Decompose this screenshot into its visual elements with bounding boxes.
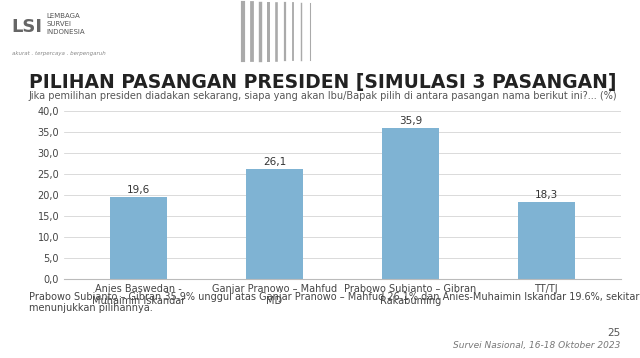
Bar [382,128,439,279]
Text: PILIHAN PASANGAN PRESIDEN [SIMULASI 3 PASANGAN]: PILIHAN PASANGAN PRESIDEN [SIMULASI 3 PA… [29,73,616,92]
Text: Survei Nasional, 16-18 Oktober 2023: Survei Nasional, 16-18 Oktober 2023 [453,341,621,350]
Text: Prabowo Subianto – Gibran 35.9% unggul atas Ganjar Pranowo – Mahfud 26.1% dan An: Prabowo Subianto – Gibran 35.9% unggul a… [29,292,640,313]
Text: LEMBAGA
SURVEI
INDONESIA: LEMBAGA SURVEI INDONESIA [46,13,84,34]
Text: akurat . terpercaya . berpengaruh: akurat . terpercaya . berpengaruh [12,52,105,57]
Text: 26,1: 26,1 [263,158,286,167]
Text: 18,3: 18,3 [534,190,557,200]
Bar [246,169,303,279]
Text: 25: 25 [607,328,621,338]
Text: 19,6: 19,6 [127,185,150,195]
Bar [110,197,167,279]
Text: Jika pemilihan presiden diadakan sekarang, siapa yang akan Ibu/Bapak pilih di an: Jika pemilihan presiden diadakan sekaran… [29,91,618,101]
Text: LSI: LSI [12,18,42,35]
Text: 35,9: 35,9 [399,116,422,126]
Bar [518,202,575,279]
